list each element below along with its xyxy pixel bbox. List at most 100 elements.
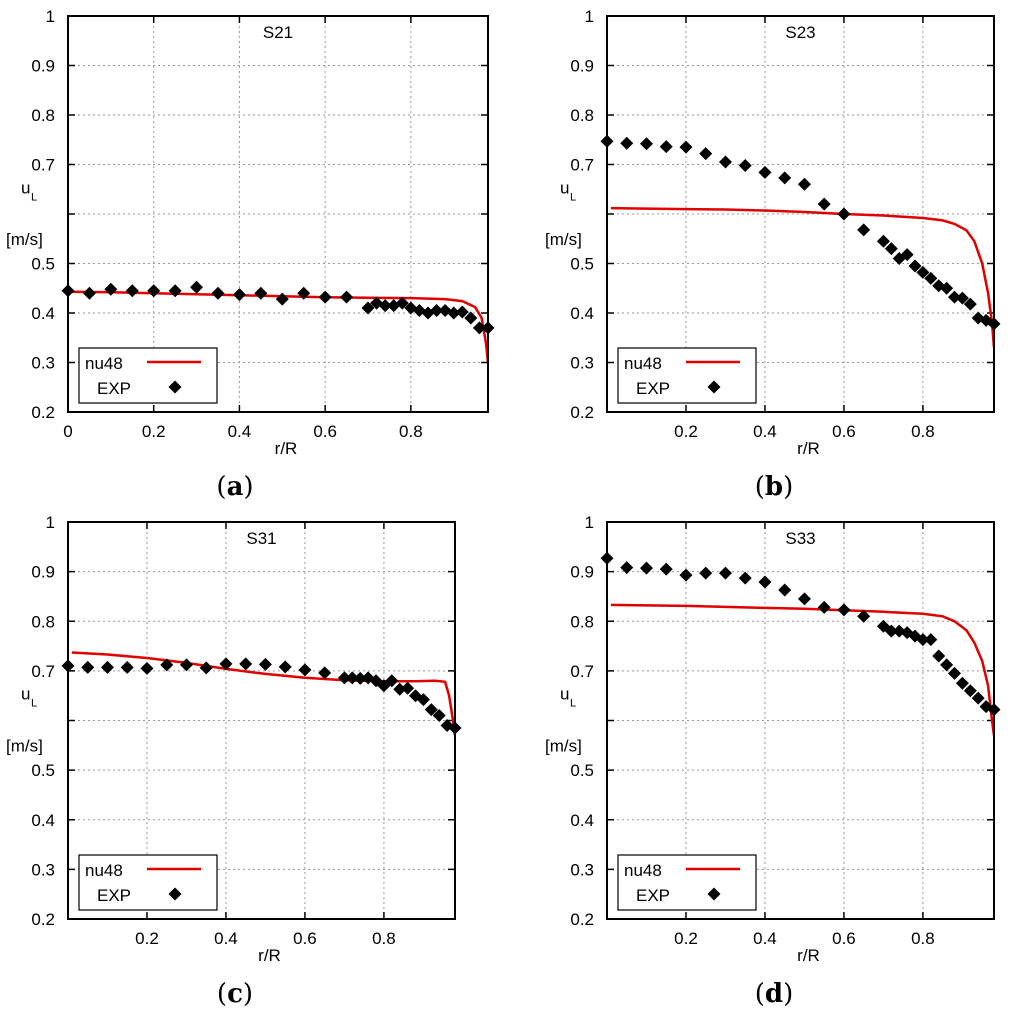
exp-point — [297, 286, 311, 300]
x-tick-label: 0.4 — [228, 422, 252, 441]
exp-point — [239, 657, 253, 671]
chart-panel-b: 0.2 0.3 0.4 0.5 0.7 0.8 0.9 1 0.2 0.4 0.6 0.8 S23 u L [… — [545, 7, 1001, 502]
exp-point — [318, 290, 332, 304]
legend-label-nu48: nu48 — [624, 861, 662, 880]
exp-point — [278, 660, 292, 674]
exp-point — [318, 666, 332, 680]
y-tick-label: 0.3 — [570, 860, 594, 879]
exp-point — [718, 566, 732, 580]
exp-point — [219, 657, 233, 671]
exp-point — [120, 660, 134, 674]
x-tick-label: 0.6 — [832, 929, 856, 948]
x-tick-label: 0.8 — [911, 929, 935, 948]
exp-point — [876, 234, 890, 248]
x-tick-label: 0.4 — [214, 929, 238, 948]
x-axis-label: r/R — [258, 946, 281, 965]
panel-caption: (c) — [217, 979, 253, 1009]
y-tick-label: 0.9 — [570, 57, 594, 76]
y-tick-label: 0.8 — [570, 612, 594, 631]
panel-title: S33 — [785, 529, 815, 548]
legend-label-nu48: nu48 — [624, 354, 662, 373]
exp-point — [857, 223, 871, 237]
legend-box — [78, 347, 218, 404]
y-tick-label: 0.4 — [570, 811, 594, 830]
exp-point — [924, 633, 938, 647]
x-tick-label: 0.2 — [674, 422, 698, 441]
y-tick-label: 1 — [46, 7, 55, 26]
y-axis-unit: [m/s] — [545, 230, 582, 249]
exp-point — [797, 177, 811, 191]
exp-point — [884, 624, 898, 638]
exp-point — [378, 299, 392, 313]
legend-label-exp: EXP — [636, 886, 670, 905]
exp-point — [258, 657, 272, 671]
exp-point — [168, 284, 182, 298]
y-tick-label: 0.2 — [570, 910, 594, 929]
y-axis-label-subscript: L — [570, 698, 576, 710]
series-line-nu48 — [610, 603, 994, 736]
y-tick-label: 0.3 — [31, 860, 55, 879]
exp-point — [82, 286, 96, 300]
exp-point — [232, 288, 246, 302]
exp-point — [758, 165, 772, 179]
y-tick-label: 0.2 — [31, 910, 55, 929]
exp-point — [659, 140, 673, 154]
legend-label-exp: EXP — [636, 379, 670, 398]
exp-point — [639, 561, 653, 575]
y-tick-label: 0.2 — [570, 403, 594, 422]
y-tick-label: 0.9 — [31, 57, 55, 76]
exp-point — [199, 661, 213, 675]
chart-panel-d: 0.2 0.3 0.4 0.5 0.7 0.8 0.9 1 0.2 0.4 0.6 0.8 S33 u L [… — [545, 513, 1001, 1009]
exp-point — [361, 301, 375, 315]
exp-point — [948, 666, 962, 680]
exp-point — [940, 658, 954, 672]
exp-point — [817, 600, 831, 614]
exp-point — [620, 136, 634, 150]
exp-point — [211, 286, 225, 300]
exp-point — [817, 197, 831, 211]
exp-point — [472, 321, 486, 335]
x-axis-label: r/R — [797, 946, 820, 965]
panel-title: S21 — [263, 23, 293, 42]
y-tick-label: 0.7 — [570, 156, 594, 175]
y-axis-label: u — [560, 178, 569, 197]
exp-point — [963, 684, 977, 698]
exp-point — [679, 568, 693, 582]
exp-point — [857, 609, 871, 623]
panel-caption: (b) — [755, 472, 794, 502]
exp-point — [837, 207, 851, 221]
x-tick-label: 0.2 — [142, 422, 166, 441]
exp-point — [190, 280, 204, 294]
exp-point — [900, 248, 914, 262]
y-tick-label: 0.2 — [31, 403, 55, 422]
legend-swatch-exp — [707, 380, 721, 394]
y-tick-label: 0.8 — [570, 106, 594, 125]
exp-point — [916, 633, 930, 647]
y-tick-label: 0.8 — [31, 612, 55, 631]
exp-point — [955, 676, 969, 690]
x-tick-label: 0.8 — [911, 422, 935, 441]
x-tick-label: 0.8 — [372, 929, 396, 948]
exp-point — [659, 562, 673, 576]
x-axis-label: r/R — [275, 439, 298, 458]
exp-point — [430, 304, 444, 318]
x-axis-label: r/R — [797, 439, 820, 458]
panel-caption-letter: a — [227, 472, 244, 502]
exp-point — [254, 286, 268, 300]
exp-point — [940, 281, 954, 295]
y-tick-label: 0.7 — [31, 156, 55, 175]
panel-caption: (a) — [216, 472, 253, 502]
exp-point — [447, 306, 461, 320]
legend-label-exp: EXP — [97, 379, 131, 398]
exp-point — [100, 660, 114, 674]
exp-point — [345, 671, 359, 685]
exp-point — [718, 155, 732, 169]
exp-point — [298, 663, 312, 677]
x-tick-label: 0.6 — [313, 422, 337, 441]
y-tick-label: 0.9 — [570, 563, 594, 582]
x-tick-label: 0.4 — [753, 929, 777, 948]
panel-title: S23 — [785, 23, 815, 42]
exp-point — [971, 691, 985, 705]
exp-point — [948, 290, 962, 304]
legend-swatch-exp — [168, 887, 182, 901]
